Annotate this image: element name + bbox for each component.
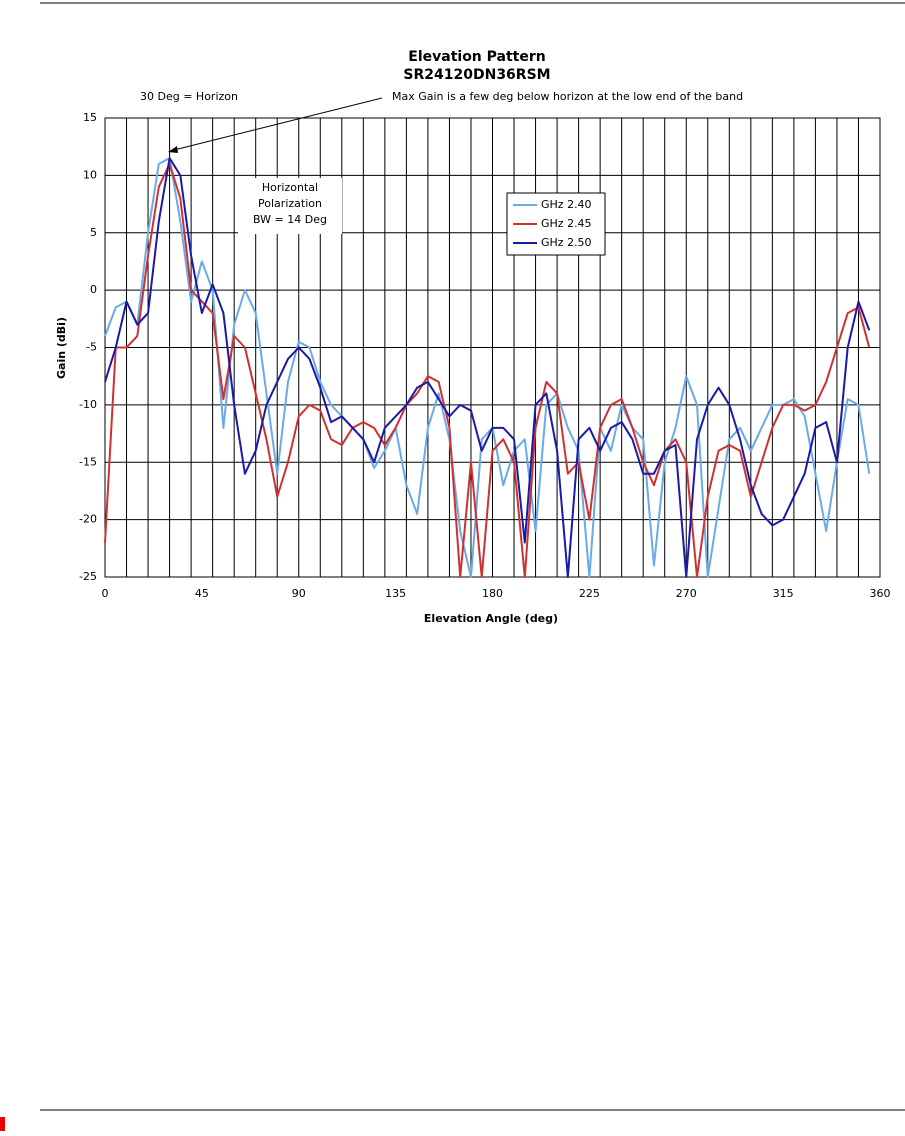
note-text: Horizontal [262,181,318,194]
series-line [104,162,871,578]
y-tick-label: -20 [79,513,97,526]
y-tick-label: -10 [79,398,97,411]
note-box [238,178,342,234]
y-tick-label: -25 [79,570,97,583]
x-tick-label: 360 [870,587,891,600]
annotation: 30 Deg = Horizon [140,90,238,103]
chart-title: Elevation Pattern [408,49,545,65]
x-tick-label: 225 [579,587,600,600]
page-marker [0,1117,5,1131]
y-axis-label: Gain (dBi) [55,317,68,379]
x-tick-label: 270 [676,587,697,600]
x-tick-label: 0 [102,587,109,600]
y-tick-label: 5 [90,226,97,239]
y-tick-label: 15 [83,111,97,124]
x-tick-label: 315 [773,587,794,600]
y-tick-label: -15 [79,455,97,468]
x-tick-label: 135 [385,587,406,600]
arrow-head [168,146,178,153]
x-tick-label: 180 [482,587,503,600]
y-tick-label: -5 [86,341,97,354]
y-tick-label: 10 [83,168,97,181]
legend-label: GHz 2.45 [541,217,592,230]
annotation-arrow [173,97,383,151]
series-line [104,157,871,578]
legend-label: GHz 2.40 [541,198,592,211]
note-text: Polarization [258,197,322,210]
x-axis-label: Elevation Angle (deg) [424,612,558,625]
annotation: Max Gain is a few deg below horizon at t… [392,90,743,103]
legend-label: GHz 2.50 [541,236,592,249]
y-tick-label: 0 [90,283,97,296]
x-tick-label: 90 [292,587,306,600]
x-tick-label: 45 [195,587,209,600]
note-text: BW = 14 Deg [253,213,327,226]
chart-subtitle: SR24120DN36RSM [403,67,550,83]
